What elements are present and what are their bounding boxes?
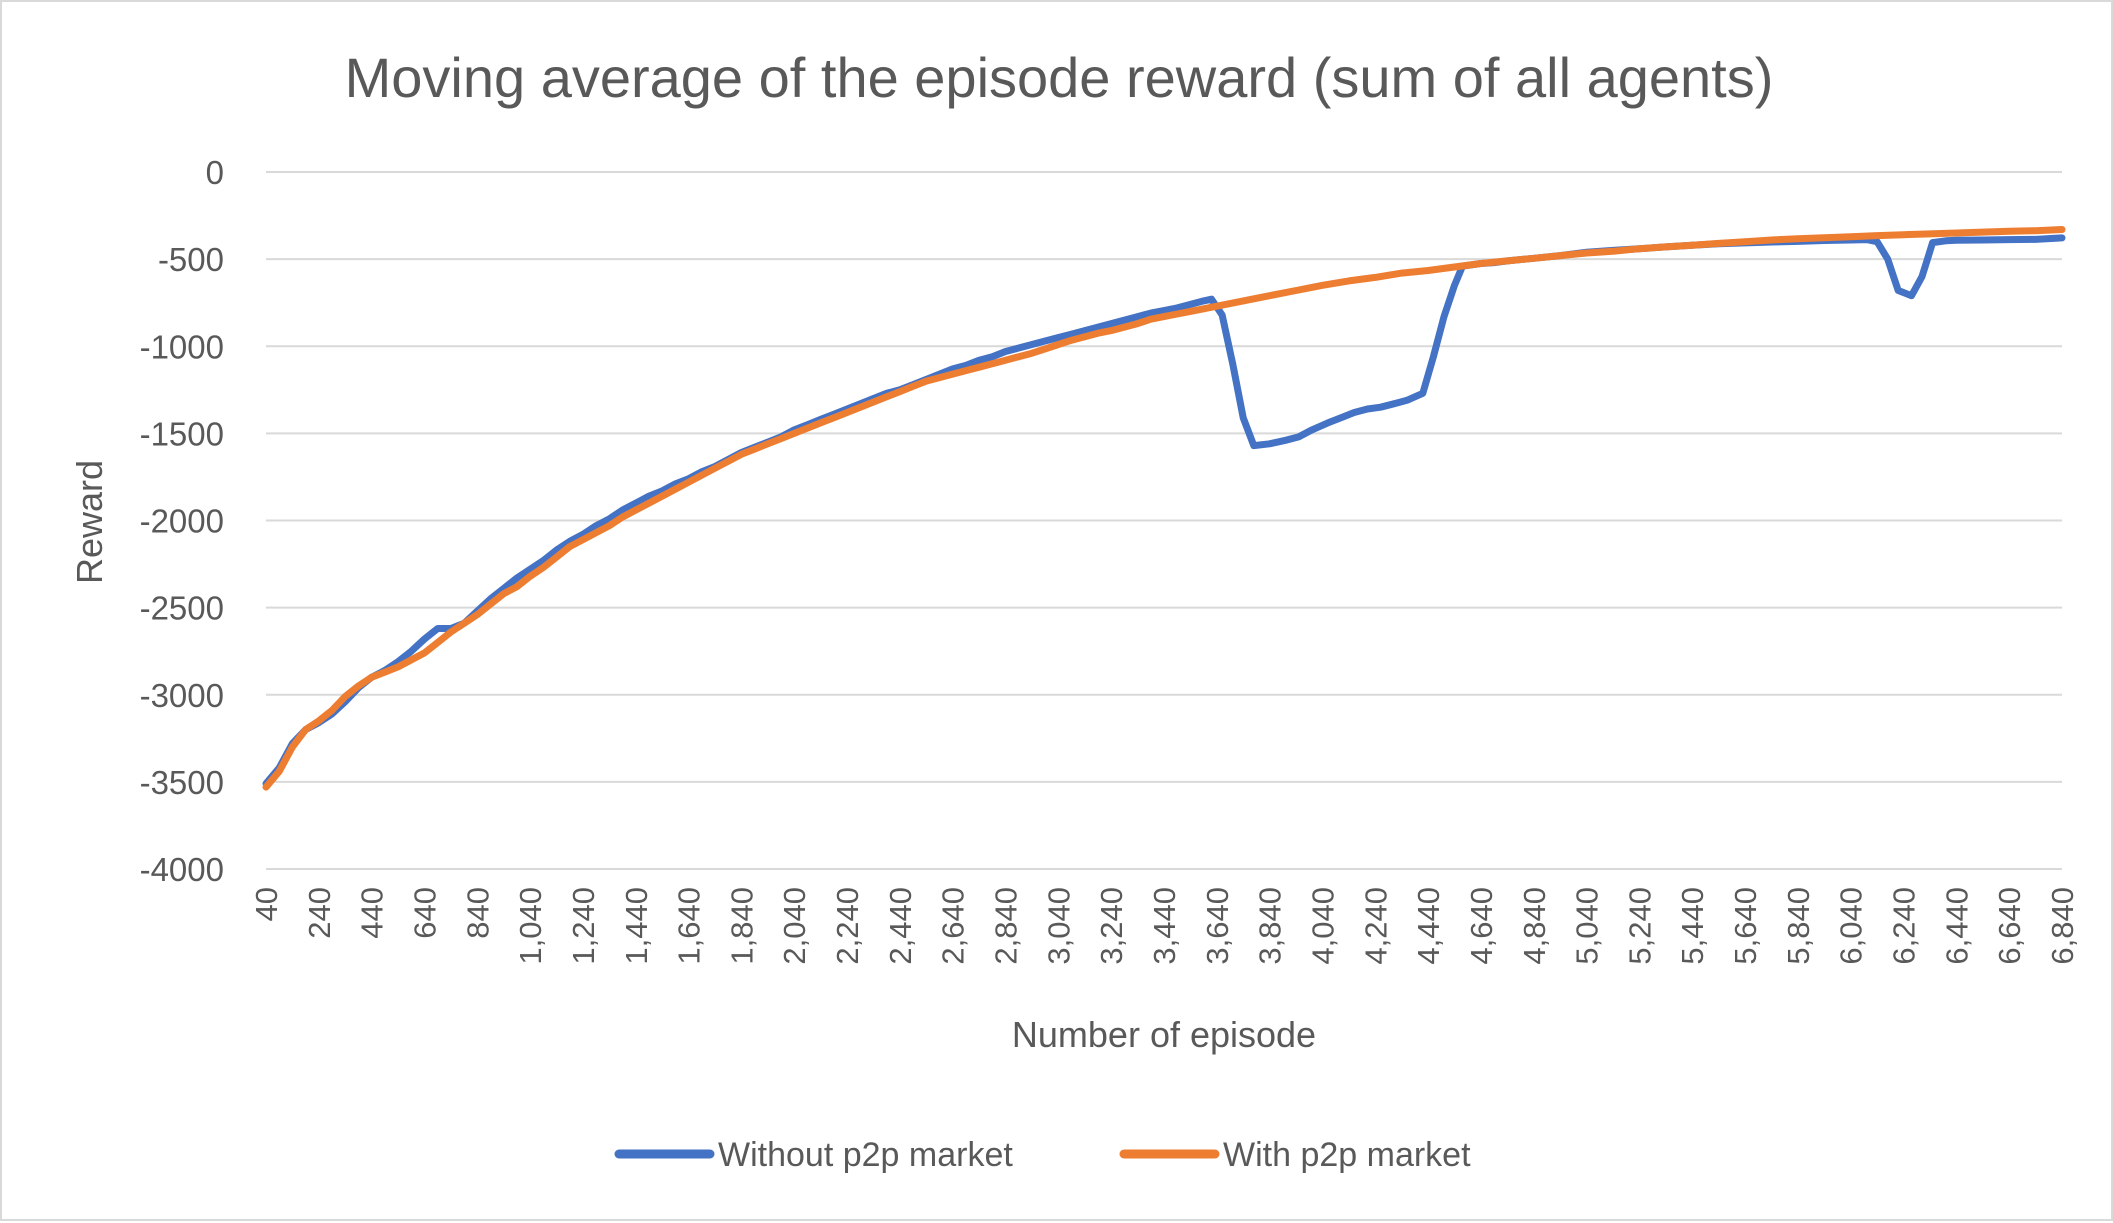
x-tick-label: 6,840 bbox=[2045, 887, 2080, 965]
series-lines bbox=[262, 226, 2066, 791]
x-tick-label: 440 bbox=[355, 887, 390, 939]
x-tick-label: 3,240 bbox=[1094, 887, 1129, 965]
x-tick-label: 4,240 bbox=[1358, 887, 1393, 965]
y-axis-title: Reward bbox=[69, 460, 110, 584]
y-tick-label: -4000 bbox=[140, 851, 224, 888]
x-tick-label: 2,040 bbox=[777, 887, 812, 965]
series-line-with-p2p bbox=[262, 226, 2066, 791]
y-tick-label: -3500 bbox=[140, 764, 224, 801]
legend-label-without-p2p: Without p2p market bbox=[718, 1136, 1013, 1174]
y-tick-label: -2500 bbox=[140, 590, 224, 627]
x-tick-label: 1,040 bbox=[513, 887, 548, 965]
x-tick-label: 4,440 bbox=[1411, 887, 1446, 965]
x-tick-label: 1,440 bbox=[619, 887, 654, 965]
x-tick-label: 4,840 bbox=[1517, 887, 1552, 965]
x-tick-label: 6,640 bbox=[1992, 887, 2027, 965]
legend-label-with-p2p: With p2p market bbox=[1223, 1136, 1471, 1174]
x-tick-label: 2,240 bbox=[830, 887, 865, 965]
x-tick-label: 240 bbox=[302, 887, 337, 939]
x-axis-title: Number of episode bbox=[1012, 1014, 1316, 1055]
x-tick-label: 640 bbox=[407, 887, 442, 939]
x-tick-label: 5,240 bbox=[1622, 887, 1657, 965]
x-tick-label: 3,440 bbox=[1147, 887, 1182, 965]
x-tick-label: 1,840 bbox=[724, 887, 759, 965]
x-tick-label: 5,640 bbox=[1728, 887, 1763, 965]
gridlines bbox=[266, 171, 2062, 870]
y-tick-label: -1000 bbox=[140, 328, 224, 365]
x-tick-label: 5,840 bbox=[1781, 887, 1816, 965]
x-tick-label: 4,640 bbox=[1464, 887, 1499, 965]
y-axis-ticks: 0 -500 -1000 -1500 -2000 -2500 -3000 -3500 -4000 bbox=[140, 154, 224, 888]
x-tick-label: 3,040 bbox=[1041, 887, 1076, 965]
chart-title: Moving average of the episode reward (su… bbox=[345, 46, 1774, 109]
x-tick-label: 5,040 bbox=[1570, 887, 1605, 965]
x-tick-label: 2,840 bbox=[989, 887, 1024, 965]
x-tick-label: 1,640 bbox=[672, 887, 707, 965]
x-tick-label: 2,640 bbox=[936, 887, 971, 965]
y-tick-label: -3000 bbox=[140, 677, 224, 714]
y-tick-label: -2000 bbox=[140, 503, 224, 540]
y-tick-label: -500 bbox=[158, 241, 224, 278]
x-tick-label: 3,840 bbox=[1253, 887, 1288, 965]
y-tick-label: -1500 bbox=[140, 415, 224, 452]
legend: Without p2p market With p2p market bbox=[614, 1136, 1471, 1174]
x-tick-label: 2,440 bbox=[883, 887, 918, 965]
x-tick-label: 4,040 bbox=[1305, 887, 1340, 965]
x-tick-label: 5,440 bbox=[1675, 887, 1710, 965]
x-axis-ticks: 40 240 440 640 840 1,040 1,240 1,440 1,640 1,840 2… bbox=[249, 887, 2080, 965]
x-tick-label: 840 bbox=[460, 887, 495, 939]
x-tick-label: 3,640 bbox=[1200, 887, 1235, 965]
y-tick-label: 0 bbox=[206, 154, 224, 191]
x-tick-label: 6,040 bbox=[1834, 887, 1869, 965]
x-tick-label: 40 bbox=[249, 887, 284, 921]
x-tick-label: 6,240 bbox=[1887, 887, 1922, 965]
x-tick-label: 6,440 bbox=[1939, 887, 1974, 965]
x-tick-label: 1,240 bbox=[566, 887, 601, 965]
